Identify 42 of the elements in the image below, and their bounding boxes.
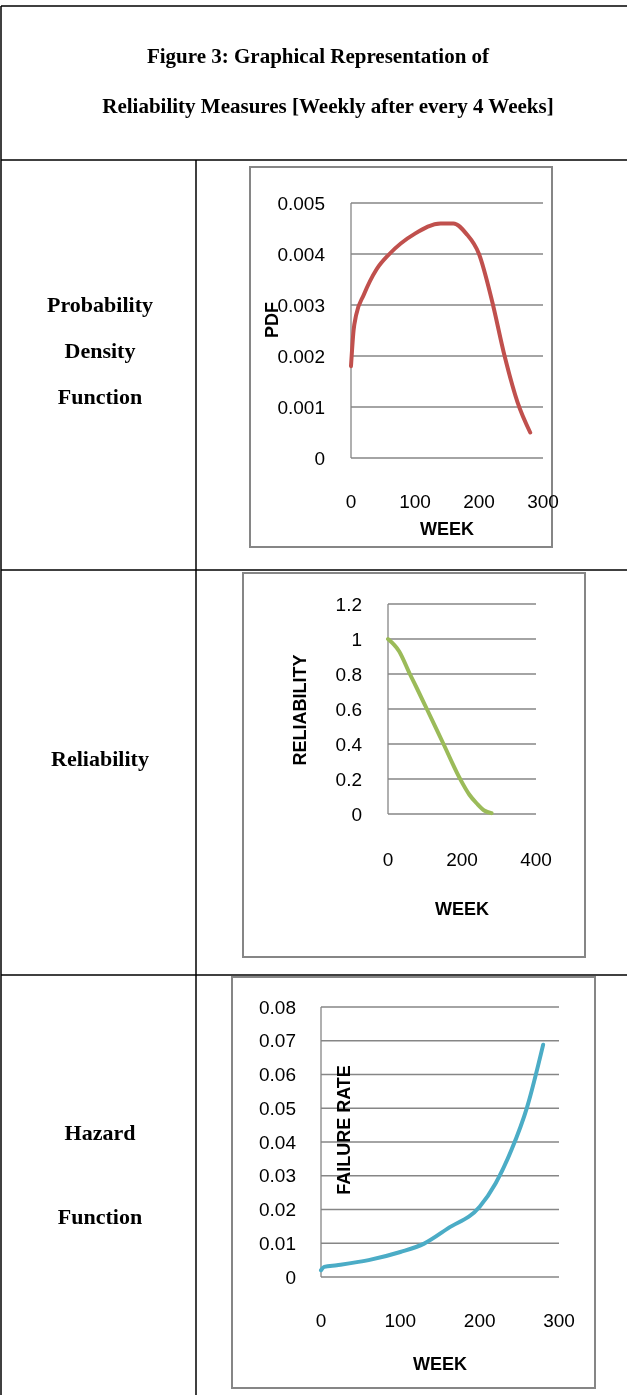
x-tick-label: 0: [382, 849, 394, 870]
line-series: [319, 1042, 546, 1273]
y-tick-label: 0: [285, 1266, 296, 1288]
y-tick-label: 0.02: [259, 1199, 296, 1221]
y-tick-label: 0: [351, 803, 362, 825]
y-tick-label: 0.4: [335, 733, 363, 755]
y-tick-label: 0.04: [259, 1131, 297, 1153]
y-tick-label: 1.2: [335, 593, 362, 615]
y-tick-label: 1: [351, 628, 362, 650]
x-tick-label: 200: [463, 1310, 496, 1331]
y-tick-label: 0.005: [277, 192, 325, 214]
text: Figure 3: Graphical Representation of Reliability Measures [Weekly after every 4 Weeks]: [102, 44, 554, 118]
text: Reliability: [51, 746, 149, 771]
y-tick-label: 0.08: [259, 996, 296, 1018]
y-tick-label: 0.002: [277, 345, 325, 367]
y-tick-label: 0.03: [259, 1165, 296, 1187]
y-tick-label: 0.07: [259, 1030, 296, 1052]
y-tick-label: 0.8: [335, 663, 362, 685]
text: Hazard Function: [57, 1120, 143, 1229]
y-axis-title: RELIABILITY: [290, 654, 311, 766]
y-tick-label: 0.001: [277, 396, 325, 418]
x-axis-title: WEEK: [413, 1354, 467, 1374]
x-tick-label: 300: [543, 1310, 575, 1331]
x-tick-label: 400: [520, 849, 552, 870]
x-tick-label: 100: [384, 1310, 417, 1331]
y-tick-label: 0.01: [259, 1232, 296, 1254]
line-series: [386, 637, 494, 816]
x-tick-label: 100: [399, 491, 431, 512]
x-tick-label: 200: [463, 491, 495, 512]
y-tick-label: 0.6: [335, 698, 362, 720]
x-axis-title: WEEK: [420, 519, 474, 539]
x-tick-label: 300: [527, 491, 559, 512]
y-tick-label: 0.004: [277, 243, 326, 265]
y-tick-label: 0: [314, 447, 325, 469]
x-tick-label: 200: [446, 849, 478, 870]
y-tick-label: 0.06: [259, 1064, 296, 1086]
text: Probability Density Function: [47, 292, 153, 409]
line-series: [349, 221, 533, 435]
y-tick-label: 0.2: [335, 768, 362, 790]
y-axis-title: FAILURE RATE: [334, 1065, 355, 1195]
y-tick-label: 0.05: [259, 1097, 296, 1119]
x-axis-title: WEEK: [435, 899, 489, 919]
